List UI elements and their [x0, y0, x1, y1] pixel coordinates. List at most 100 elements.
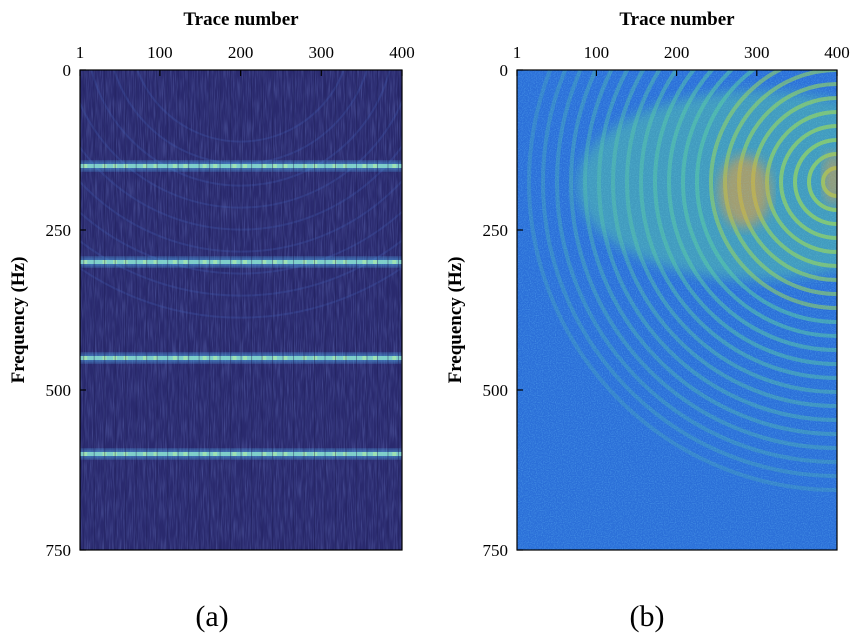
heatmap-a-band-speck [302, 356, 307, 360]
heatmap-a-arc [80, 266, 402, 319]
heatmap-a-band-speck [232, 164, 237, 168]
heatmap-a-band-speck [283, 260, 288, 264]
heatmap-a-band-speck [213, 164, 218, 168]
heatmap-b-noise-overlay [517, 70, 837, 550]
heatmap-a-band-speck [153, 356, 158, 360]
heatmap-a-streak [272, 70, 274, 550]
heatmap-a-band-speck [213, 356, 218, 360]
heatmap-a-band-speck [153, 260, 158, 264]
heatmap-a-band-speck [172, 164, 177, 168]
heatmap-a-band-speck [362, 164, 367, 168]
y-tick-label: 500 [46, 381, 72, 400]
heatmap-a-streak [345, 70, 347, 550]
heatmap-b [517, 70, 837, 550]
heatmap-a-band-speck [172, 356, 177, 360]
x-tick-label: 1 [513, 43, 522, 62]
heatmap-a-band-speck [183, 452, 188, 456]
heatmap-a-band-speck [272, 164, 277, 168]
heatmap-a-band-speck [183, 356, 188, 360]
heatmap-a-noise [80, 70, 402, 550]
heatmap-a-streak [314, 70, 316, 550]
heatmap-a-band-speck [362, 356, 367, 360]
heatmap-a-streak [167, 70, 169, 550]
heatmap-a-streak [125, 70, 127, 550]
heatmap-a-streak [83, 70, 85, 550]
heatmap-a-band-speck [213, 260, 218, 264]
heatmap-a-band-speck [243, 452, 248, 456]
heatmap-a-band-speck [183, 260, 188, 264]
heatmap-a-band-speck [202, 356, 207, 360]
heatmap-a-streak [303, 70, 305, 550]
y-ticks-a: 0 250 500 750 [46, 61, 86, 560]
heatmap-a-streak [251, 70, 253, 550]
heatmap-a-band-speck [302, 452, 307, 456]
heatmap-a-band-speck [102, 260, 107, 264]
heatmap-a-band-speck [392, 452, 397, 456]
heatmap-a-band-speck [113, 452, 118, 456]
heatmap-a-streak [219, 70, 221, 550]
heatmap-a-arc [80, 210, 402, 275]
heatmap-a-band-speck [153, 164, 158, 168]
heatmap-a-band-speck [332, 356, 337, 360]
heatmap-a-band-speck [283, 164, 288, 168]
heatmap-a-band-speck [313, 452, 318, 456]
heatmap-a-streak [356, 70, 357, 550]
heatmap-a-band-speck [123, 164, 128, 168]
heatmap-a-band-speck [102, 452, 107, 456]
heatmap-a-band-speck [262, 260, 267, 264]
heatmap-a-streak [293, 70, 295, 550]
heatmap-a-streak [230, 70, 232, 550]
panel-a: 1 100 200 300 400 0 250 500 750 Trace number Fr… [8, 9, 415, 633]
heatmap-a-band-speck [113, 164, 118, 168]
heatmap-a-streak [261, 70, 263, 550]
heatmap-a-band [80, 164, 402, 168]
heatmap-a-band-speck [213, 452, 218, 456]
heatmap-a-band-speck [313, 164, 318, 168]
heatmap-a-streak [324, 70, 326, 550]
x-tick-label: 100 [584, 43, 610, 62]
heatmap-a-streak [93, 70, 95, 550]
panel-label-a: (a) [195, 600, 228, 633]
heatmap-a-band-speck [123, 356, 128, 360]
y-ticks-b: 0 250 500 750 [483, 61, 523, 560]
heatmap-a-streak [240, 70, 242, 550]
heatmap-a-band-speck [392, 164, 397, 168]
heatmap-a-band-speck [243, 356, 248, 360]
heatmap-a-band [80, 452, 402, 456]
heatmap-a-band-speck [372, 356, 377, 360]
y-axis-title-a: Frequency (Hz) [8, 257, 29, 384]
heatmap-a-band-speck [202, 164, 207, 168]
heatmap-a-band-speck [283, 452, 288, 456]
heatmap-a-band-speck [403, 452, 407, 456]
panel-label-b: (b) [630, 600, 665, 633]
heatmap-a-band-speck [83, 452, 88, 456]
x-tick-label: 400 [824, 43, 850, 62]
y-tick-label: 0 [63, 61, 72, 80]
heatmap-a-arc [136, 70, 345, 143]
y-tick-label: 750 [483, 541, 509, 560]
y-axis-title-b: Frequency (Hz) [445, 257, 466, 384]
heatmap-a-band-speck [113, 260, 118, 264]
heatmap-a-streak [387, 70, 389, 550]
heatmap-a-band-speck [332, 260, 337, 264]
heatmap-a-streak [198, 70, 200, 550]
x-axis-title-b: Trace number [619, 9, 735, 30]
heatmap-a-band-speck [372, 164, 377, 168]
panel-b: 1 100 200 300 400 0 250 500 750 Trace number Fr… [445, 9, 850, 633]
heatmap-a-streak [282, 70, 284, 550]
heatmap-a-band-speck [372, 452, 377, 456]
y-tick-label: 0 [500, 61, 509, 80]
heatmap-a-band-speck [83, 260, 88, 264]
heatmap-a-streak [376, 70, 378, 550]
heatmap-a-streak [156, 70, 158, 550]
heatmap-a-band-speck [272, 356, 277, 360]
heatmap-a-band-speck [313, 260, 318, 264]
heatmap-a-band-speck [123, 452, 128, 456]
heatmap-a-band [80, 260, 402, 264]
heatmap-a-band-speck [172, 452, 177, 456]
x-tick-label: 200 [228, 43, 254, 62]
heatmap-a-arc [80, 99, 402, 209]
x-ticks-a: 1 100 200 300 400 [76, 43, 415, 76]
x-tick-label: 300 [744, 43, 770, 62]
x-tick-label: 400 [389, 43, 415, 62]
